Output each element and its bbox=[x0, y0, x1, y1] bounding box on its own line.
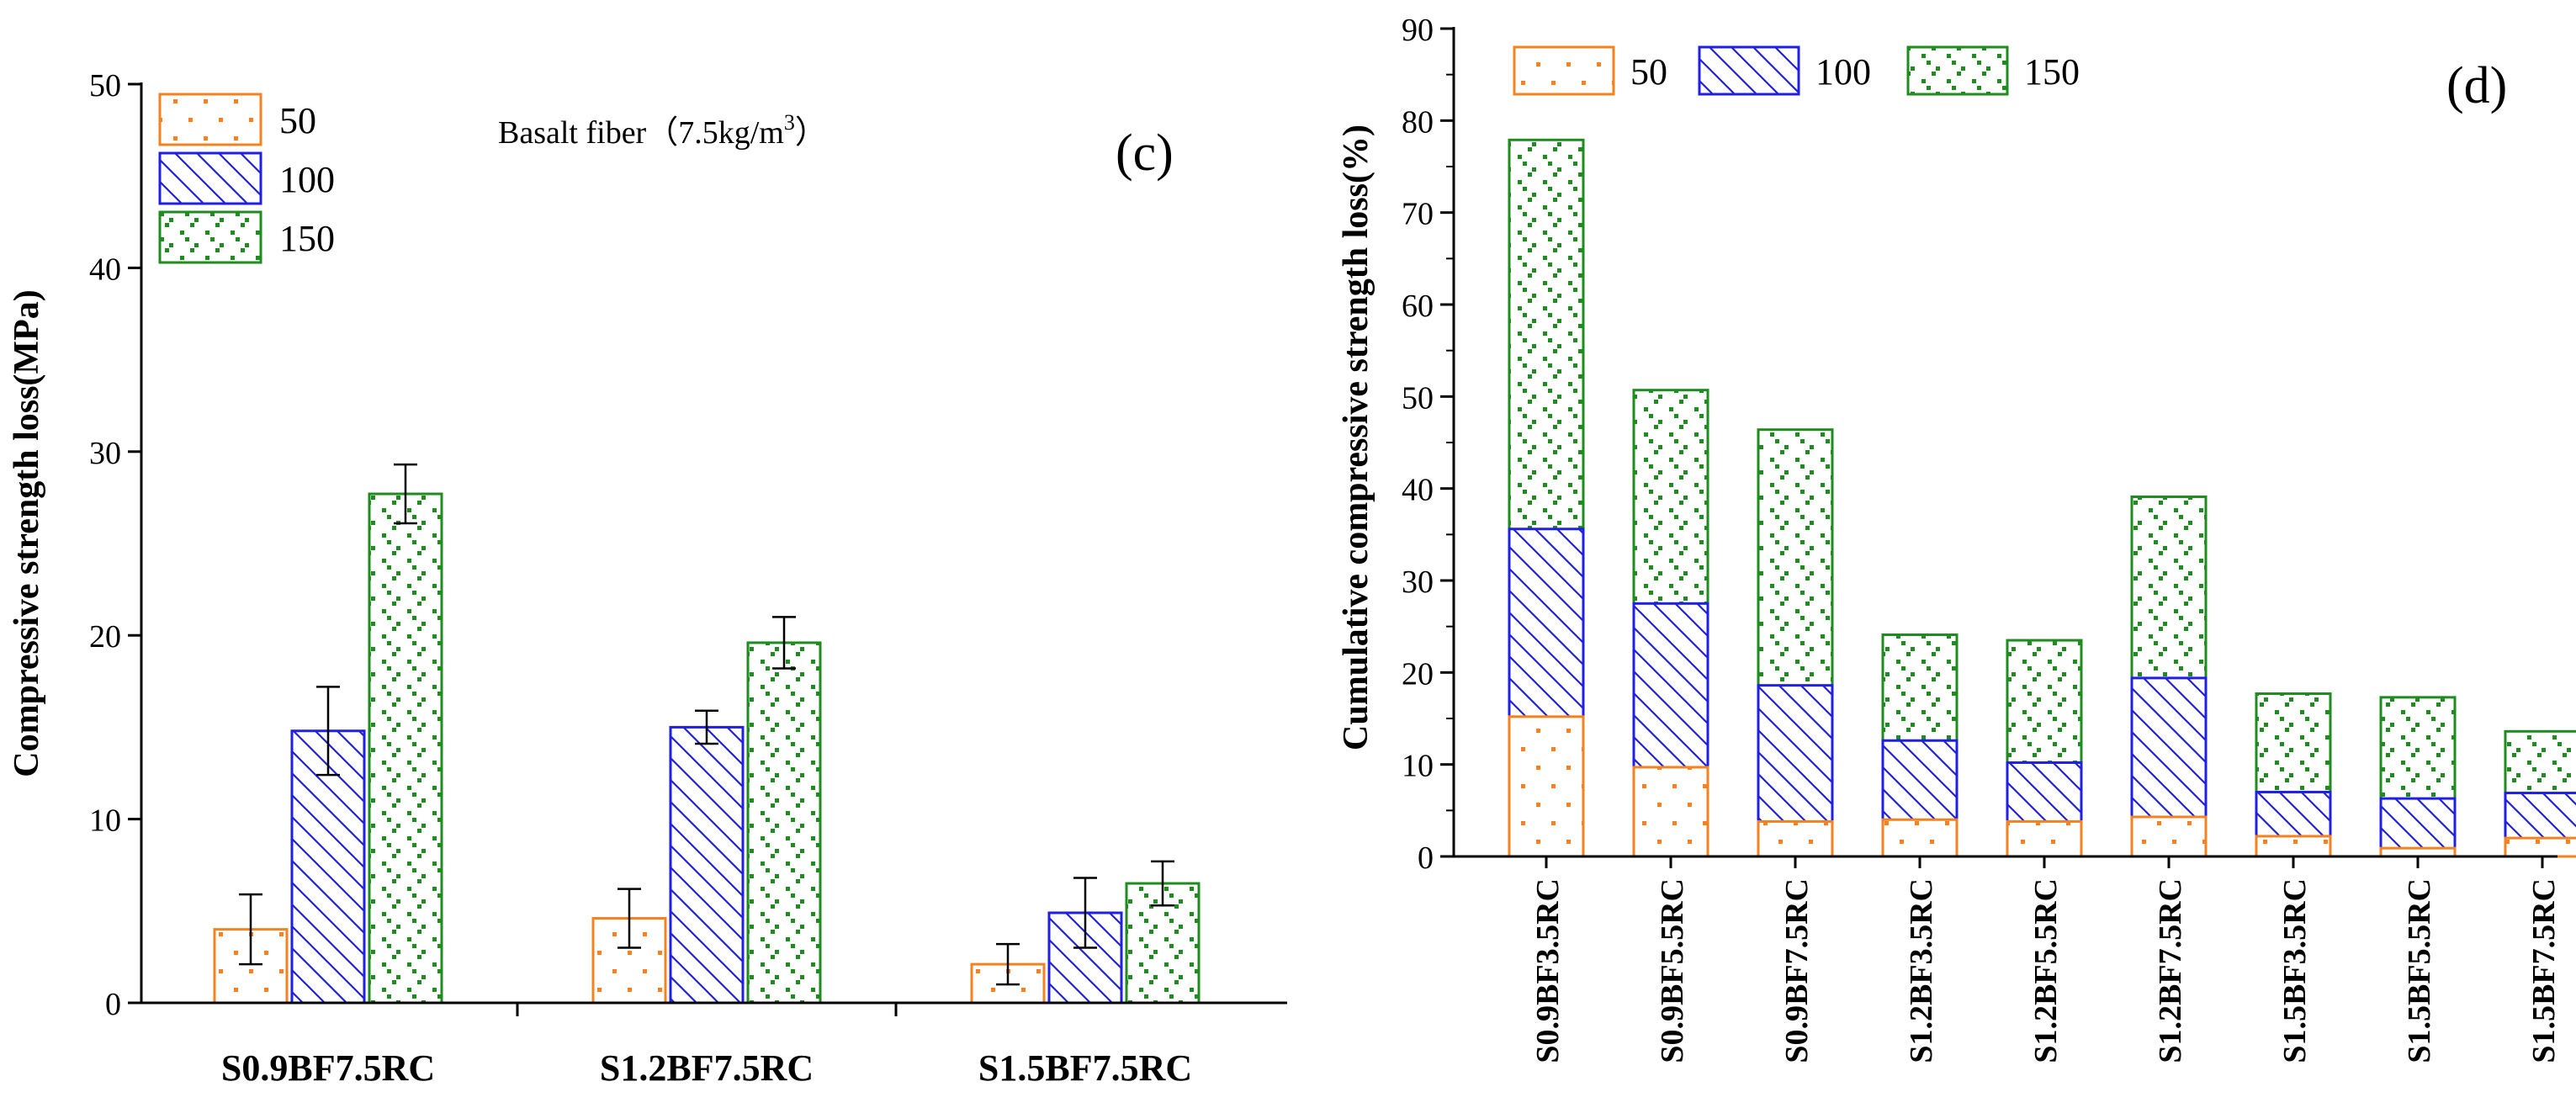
panel-c-bars bbox=[213, 463, 1201, 1005]
panel-c-annotation-close: ） bbox=[795, 115, 827, 151]
panel-d-bar-50-S1.5BF3.5RC bbox=[2255, 835, 2332, 858]
panel-d-y-tick-label: 70 bbox=[1402, 197, 1434, 232]
panel-c-x-tick-label: S1.2BF7.5RC bbox=[600, 1047, 814, 1089]
panel-d-x-tick-label: S1.2BF5.5RC bbox=[2028, 878, 2064, 1063]
panel-c-error-bar-50-S0.9BF7.5RC bbox=[239, 893, 262, 966]
panel-d-legend-label-150: 150 bbox=[2024, 51, 2080, 93]
panel-d-x-tick-label: S1.5BF5.5RC bbox=[2402, 878, 2437, 1063]
panel-d-y-tick-label: 50 bbox=[1402, 380, 1434, 416]
panel-d-label: (d) bbox=[2446, 57, 2507, 114]
panel-c-error-bar-150-S1.5BF7.5RC bbox=[1151, 860, 1174, 907]
panel-d-y-tick-label: 60 bbox=[1402, 289, 1434, 324]
panel-d-y-tick-label: 10 bbox=[1402, 749, 1434, 784]
panel-c-bar-100-S1.2BF7.5RC bbox=[669, 725, 745, 1005]
panel-c-error-bar-100-S0.9BF7.5RC bbox=[316, 686, 340, 777]
panel-c-y-tick-label: 30 bbox=[89, 436, 121, 471]
panel-d-bar-50-S1.2BF3.5RC bbox=[1881, 818, 1959, 858]
panel-c-x-tick-label: S0.9BF7.5RC bbox=[221, 1047, 435, 1089]
panel-c-axes: S0.9BF7.5RC S1.2BF7.5RC S1.5BF7.5RC 0 10 20 30… bbox=[89, 68, 1287, 1089]
panel-c-legend: 50 100 150 bbox=[158, 93, 335, 264]
panel-c-bar-150-S0.9BF7.5RC bbox=[368, 492, 443, 1005]
panel-d-y-tick-label: 20 bbox=[1402, 656, 1434, 692]
panel-c-annotation: Basalt fiber（7.5kg/m3） bbox=[498, 110, 827, 151]
panel-c-y-tick-label: 0 bbox=[105, 987, 121, 1022]
panel-d-bar-50-S1.2BF7.5RC bbox=[2130, 815, 2208, 858]
panel-d-bar-50-S1.2BF5.5RC bbox=[2006, 819, 2083, 858]
panel-c-label: (c) bbox=[1116, 125, 1174, 182]
panel-d-x-tick-label: S1.2BF7.5RC bbox=[2153, 878, 2188, 1063]
panel-c-y-tick-label: 50 bbox=[89, 68, 121, 103]
panel-d-y-tick-label: 40 bbox=[1402, 473, 1434, 508]
panel-d-y-tick-label: 0 bbox=[1418, 840, 1434, 876]
panel-d-legend-label-100: 100 bbox=[1815, 51, 1871, 93]
panel-d-x-tick-label: S0.9BF3.5RC bbox=[1530, 878, 1566, 1063]
panel-c-legend-swatch-150 bbox=[158, 210, 262, 264]
panel-c-legend-swatch-50 bbox=[158, 93, 262, 146]
panel-d-bar-50-S0.9BF5.5RC bbox=[1632, 766, 1709, 858]
panel-c-legend-swatch-100 bbox=[158, 151, 262, 205]
panel-d-x-tick-label: S1.5BF7.5RC bbox=[2526, 878, 2562, 1063]
panel-d-y-tick-label: 30 bbox=[1402, 565, 1434, 600]
panel-d-y-axis-label: Cumulative compressive strength loss(%) bbox=[1337, 125, 1375, 750]
panel-c-x-tick-label: S1.5BF7.5RC bbox=[978, 1047, 1192, 1089]
panel-d-x-tick-label: S0.9BF7.5RC bbox=[1779, 878, 1815, 1063]
panel-c-error-bar-50-S1.5BF7.5RC bbox=[996, 942, 1020, 986]
panel-c-y-tick-label: 20 bbox=[89, 619, 121, 655]
panel-d-bar-50-S0.9BF3.5RC bbox=[1508, 715, 1585, 858]
panel-d-legend-swatch-50 bbox=[1513, 45, 1615, 96]
panel-c-error-bar-100-S1.2BF7.5RC bbox=[695, 709, 718, 745]
panel-c-legend-label-50: 50 bbox=[279, 100, 316, 141]
panel-d-y-tick-label: 80 bbox=[1402, 104, 1434, 140]
panel-c-error-bar-100-S1.5BF7.5RC bbox=[1073, 877, 1097, 949]
panel-c-y-tick-label: 40 bbox=[89, 252, 121, 287]
panel-d: S0.9BF3.5RC S0.9BF5.5RC S0.9BF7.5RC S1.2BF3… bbox=[1337, 13, 2576, 1063]
panel-d-bar-50-S1.5BF7.5RC bbox=[2504, 836, 2576, 858]
panel-d-legend: 50 100 150 bbox=[1513, 45, 2080, 96]
panel-d-bar-100-S1.5BF5.5RC bbox=[2379, 797, 2457, 858]
panel-c-annotation-main: Basalt fiber（7.5kg/m bbox=[498, 115, 784, 151]
panel-c-annotation-sup: 3 bbox=[784, 110, 795, 135]
panel-d-legend-swatch-150 bbox=[1906, 45, 2009, 96]
panel-c-error-bar-150-S1.2BF7.5RC bbox=[772, 616, 796, 670]
panel-c: S0.9BF7.5RC S1.2BF7.5RC S1.5BF7.5RC 0 10 20 30… bbox=[8, 68, 1287, 1089]
panel-c-error-bar-150-S0.9BF7.5RC bbox=[394, 463, 417, 525]
panel-c-bar-150-S1.2BF7.5RC bbox=[746, 641, 822, 1005]
panel-d-x-tick-label: S0.9BF5.5RC bbox=[1655, 878, 1690, 1063]
panel-d-axes: S0.9BF3.5RC S0.9BF5.5RC S0.9BF7.5RC S1.2BF3… bbox=[1402, 13, 2562, 1063]
panel-c-legend-label-150: 150 bbox=[279, 218, 335, 259]
panel-d-x-tick-label: S1.2BF3.5RC bbox=[1904, 878, 1939, 1063]
panel-d-x-tick-label: S1.5BF3.5RC bbox=[2277, 878, 2313, 1063]
panel-c-error-bar-50-S1.2BF7.5RC bbox=[617, 888, 641, 949]
panel-c-y-axis-label: Compressive strength loss(MPa) bbox=[8, 289, 46, 777]
panel-d-bars bbox=[1508, 138, 2576, 858]
panel-d-legend-label-50: 50 bbox=[1630, 51, 1667, 93]
panel-d-y-tick-label: 90 bbox=[1402, 13, 1434, 48]
panel-d-legend-swatch-100 bbox=[1698, 45, 1800, 96]
panel-d-bar-50-S0.9BF7.5RC bbox=[1757, 819, 1834, 858]
panel-c-legend-label-100: 100 bbox=[279, 159, 335, 200]
panel-c-y-tick-label: 10 bbox=[89, 803, 121, 839]
